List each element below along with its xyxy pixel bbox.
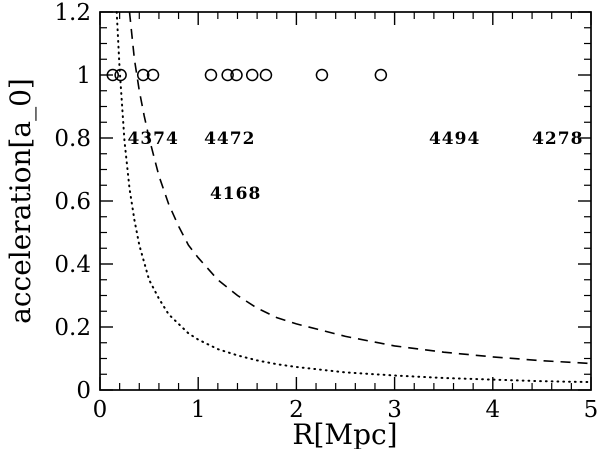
y-tick-label: 1 — [76, 63, 91, 89]
x-tick-label: 3 — [387, 397, 402, 423]
data-point-circle — [315, 68, 329, 82]
annotation-label: 4374 — [127, 129, 178, 149]
y-tick-label: 0.4 — [54, 252, 91, 278]
data-point-circle — [146, 68, 160, 82]
y-tick-label: 1.2 — [54, 0, 91, 26]
y-tick-label: 0.8 — [54, 126, 91, 152]
dotted-curve — [115, 11, 592, 384]
y-tick-label: 0.6 — [54, 189, 91, 215]
dashed-curve — [128, 11, 592, 365]
annotation-label: 4472 — [204, 129, 255, 149]
x-tick-label: 5 — [584, 397, 599, 423]
data-point-circle — [204, 68, 218, 82]
x-tick-label: 4 — [485, 397, 500, 423]
y-axis-label: acceleration[a_0] — [4, 78, 37, 324]
x-tick-label: 0 — [93, 397, 108, 423]
data-point-circle — [245, 68, 259, 82]
plot-layer: 0 1 2 3 4 5 0 0.2 0.4 0.6 0.8 1 1.2 4374 4472 4494 4278 4… — [54, 0, 598, 423]
x-tick-label: 2 — [289, 397, 304, 423]
data-point-circle — [114, 68, 127, 82]
data-point-circle — [259, 68, 273, 82]
data-point-circle — [374, 68, 388, 82]
data-point-circle — [221, 68, 234, 82]
y-tick-label: 0 — [76, 378, 91, 404]
annotation-label: 4494 — [429, 129, 480, 149]
plot-frame — [99, 11, 592, 391]
data-point-circle — [136, 68, 150, 82]
data-point-circle — [106, 68, 120, 82]
annotation-label: 4278 — [532, 129, 583, 149]
y-tick-label: 0.2 — [54, 315, 91, 341]
x-tick-label: 1 — [191, 397, 206, 423]
x-axis-label: R[Mpc] — [292, 418, 397, 449]
data-point-circle — [230, 68, 243, 82]
annotation-label: 4168 — [210, 184, 261, 204]
